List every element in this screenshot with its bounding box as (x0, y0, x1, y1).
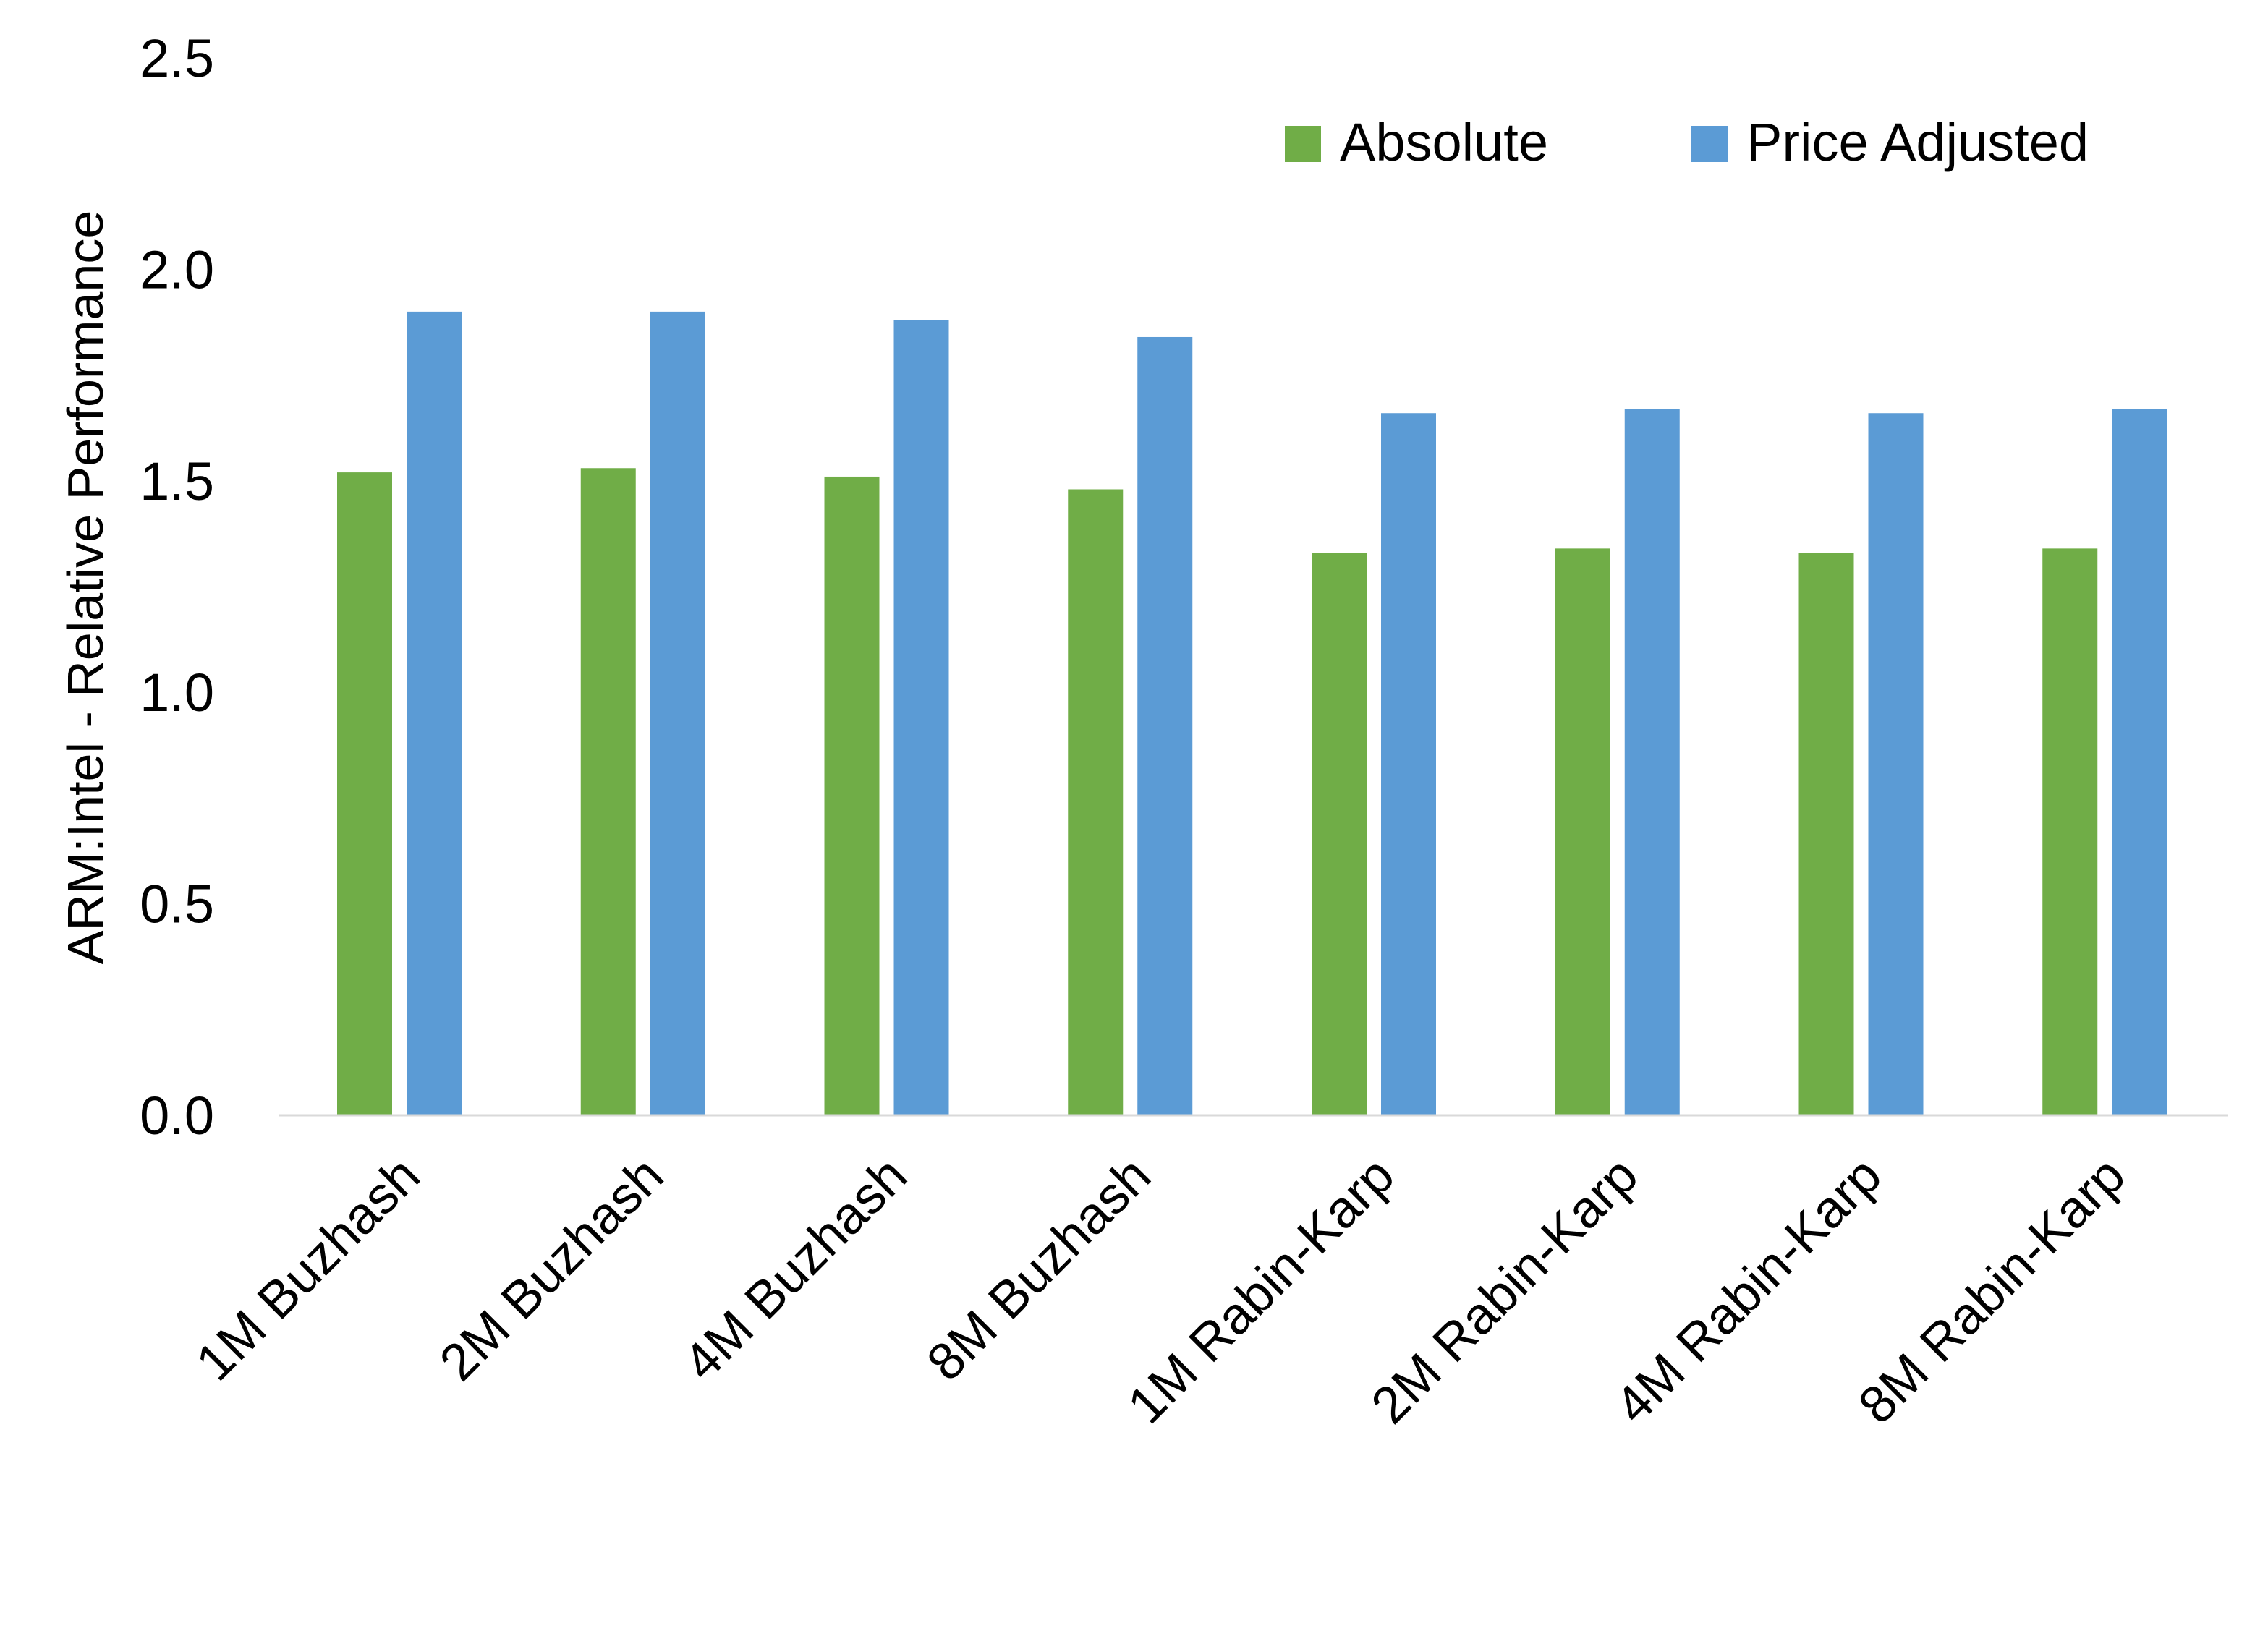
x-tick-label: 4M Buzhash (673, 1146, 919, 1392)
bars (337, 311, 2167, 1116)
legend-label-absolute: Absolute (1340, 112, 1548, 172)
legend-swatch-absolute (1285, 126, 1321, 162)
legend-label-price-adjusted: Price Adjusted (1746, 112, 2089, 172)
bar-absolute-4 (1312, 553, 1367, 1115)
y-tick-label: 0.5 (140, 874, 214, 934)
bar-price-adjusted-2 (893, 320, 949, 1116)
y-tick-label: 1.5 (140, 451, 214, 511)
legend: Absolute Price Adjusted (1285, 112, 2089, 172)
bar-price-adjusted-3 (1137, 336, 1193, 1115)
y-tick-label: 0.0 (140, 1086, 214, 1146)
bar-absolute-5 (1555, 548, 1610, 1115)
bar-price-adjusted-4 (1381, 413, 1436, 1115)
x-tick-label: 8M Rabin-Karp (1848, 1146, 2136, 1435)
y-tick-label: 2.5 (140, 28, 214, 88)
legend-swatch-price-adjusted (1691, 126, 1728, 162)
bar-absolute-7 (2042, 548, 2098, 1115)
bar-absolute-6 (1798, 553, 1854, 1115)
bar-absolute-0 (337, 472, 392, 1115)
bar-price-adjusted-6 (1868, 413, 1924, 1115)
y-tick-labels: 0.0 0.5 1.0 1.5 2.0 2.5 (140, 28, 214, 1146)
y-tick-label: 1.0 (140, 663, 214, 723)
x-tick-label: 8M Buzhash (916, 1146, 1162, 1392)
y-axis-title: ARM:Intel - Relative Performance (57, 210, 114, 965)
bar-price-adjusted-7 (2112, 409, 2167, 1115)
x-tick-label: 1M Buzhash (185, 1146, 431, 1392)
bar-absolute-1 (580, 468, 636, 1115)
bar-price-adjusted-0 (407, 311, 462, 1115)
bar-price-adjusted-5 (1624, 409, 1680, 1115)
y-tick-label: 2.0 (140, 239, 214, 299)
bar-price-adjusted-1 (650, 311, 705, 1115)
bar-absolute-3 (1068, 489, 1124, 1115)
bar-absolute-2 (824, 476, 880, 1115)
x-tick-label: 2M Buzhash (429, 1146, 675, 1392)
